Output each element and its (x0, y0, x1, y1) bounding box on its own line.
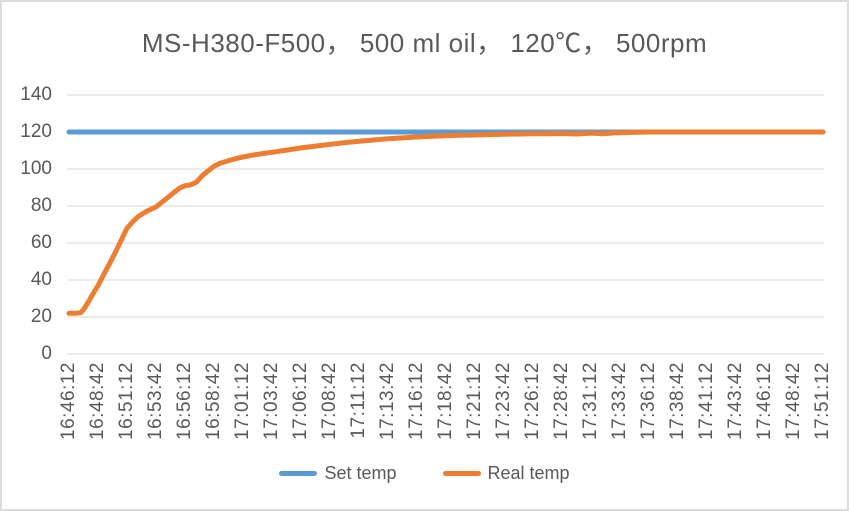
x-tick-label: 17:11:12 (348, 362, 369, 439)
y-tick-label: 120 (20, 121, 52, 142)
legend-item-set-temp: Set temp (279, 463, 397, 484)
legend-line-swatch (442, 471, 481, 476)
y-tick-label: 0 (41, 343, 52, 364)
x-tick-label: 16:48:42 (87, 362, 108, 440)
chart-title: MS-H380-F500， 500 ml oil， 120℃， 500rpm (141, 28, 708, 58)
y-tick-label: 100 (20, 158, 52, 179)
x-tick-label: 17:41:12 (696, 362, 717, 440)
x-tick-label: 17:43:42 (725, 362, 746, 440)
x-tick-label: 17:21:12 (464, 362, 485, 440)
x-tick-label: 17:08:42 (319, 362, 340, 440)
y-tick-label: 60 (30, 232, 52, 253)
x-tick-label: 17:51:12 (812, 362, 833, 440)
y-tick-label: 40 (30, 269, 52, 290)
x-tick-label: 17:28:42 (551, 362, 572, 440)
legend-item-real-temp: Real temp (442, 463, 570, 484)
x-tick-label: 16:58:42 (203, 362, 224, 440)
legend-label: Set temp (324, 463, 397, 483)
x-tick-label: 17:16:12 (406, 362, 427, 440)
x-tick-label: 17:48:42 (783, 362, 804, 440)
legend-line-swatch (279, 471, 318, 476)
x-tick-label: 17:38:42 (667, 362, 688, 440)
x-tick-label: 17:26:12 (522, 362, 543, 440)
x-tick-label: 16:53:42 (145, 362, 166, 440)
x-tick-label: 17:01:12 (232, 362, 253, 440)
legend: Set temp Real temp (2, 463, 847, 484)
x-tick-label: 17:06:12 (290, 362, 311, 440)
legend-label: Real temp (487, 463, 570, 483)
y-tick-label: 80 (30, 195, 52, 216)
x-tick-label: 17:13:42 (377, 362, 398, 440)
y-tick-label: 140 (20, 84, 52, 105)
x-tick-label: 17:18:42 (435, 362, 456, 440)
x-tick-label: 16:51:12 (116, 362, 137, 440)
x-tick-label: 17:46:12 (754, 362, 775, 440)
x-tick-label: 17:33:42 (609, 362, 630, 440)
series-line-real-temp (66, 129, 826, 316)
x-tick-label: 17:03:42 (261, 362, 282, 440)
x-tick-label: 17:31:12 (580, 362, 601, 440)
x-tick-label: 17:36:12 (638, 362, 659, 440)
x-tick-label: 16:56:12 (174, 362, 195, 440)
x-tick-label: 16:46:12 (58, 362, 79, 440)
y-tick-label: 20 (30, 306, 52, 327)
x-tick-label: 17:23:42 (493, 362, 514, 440)
